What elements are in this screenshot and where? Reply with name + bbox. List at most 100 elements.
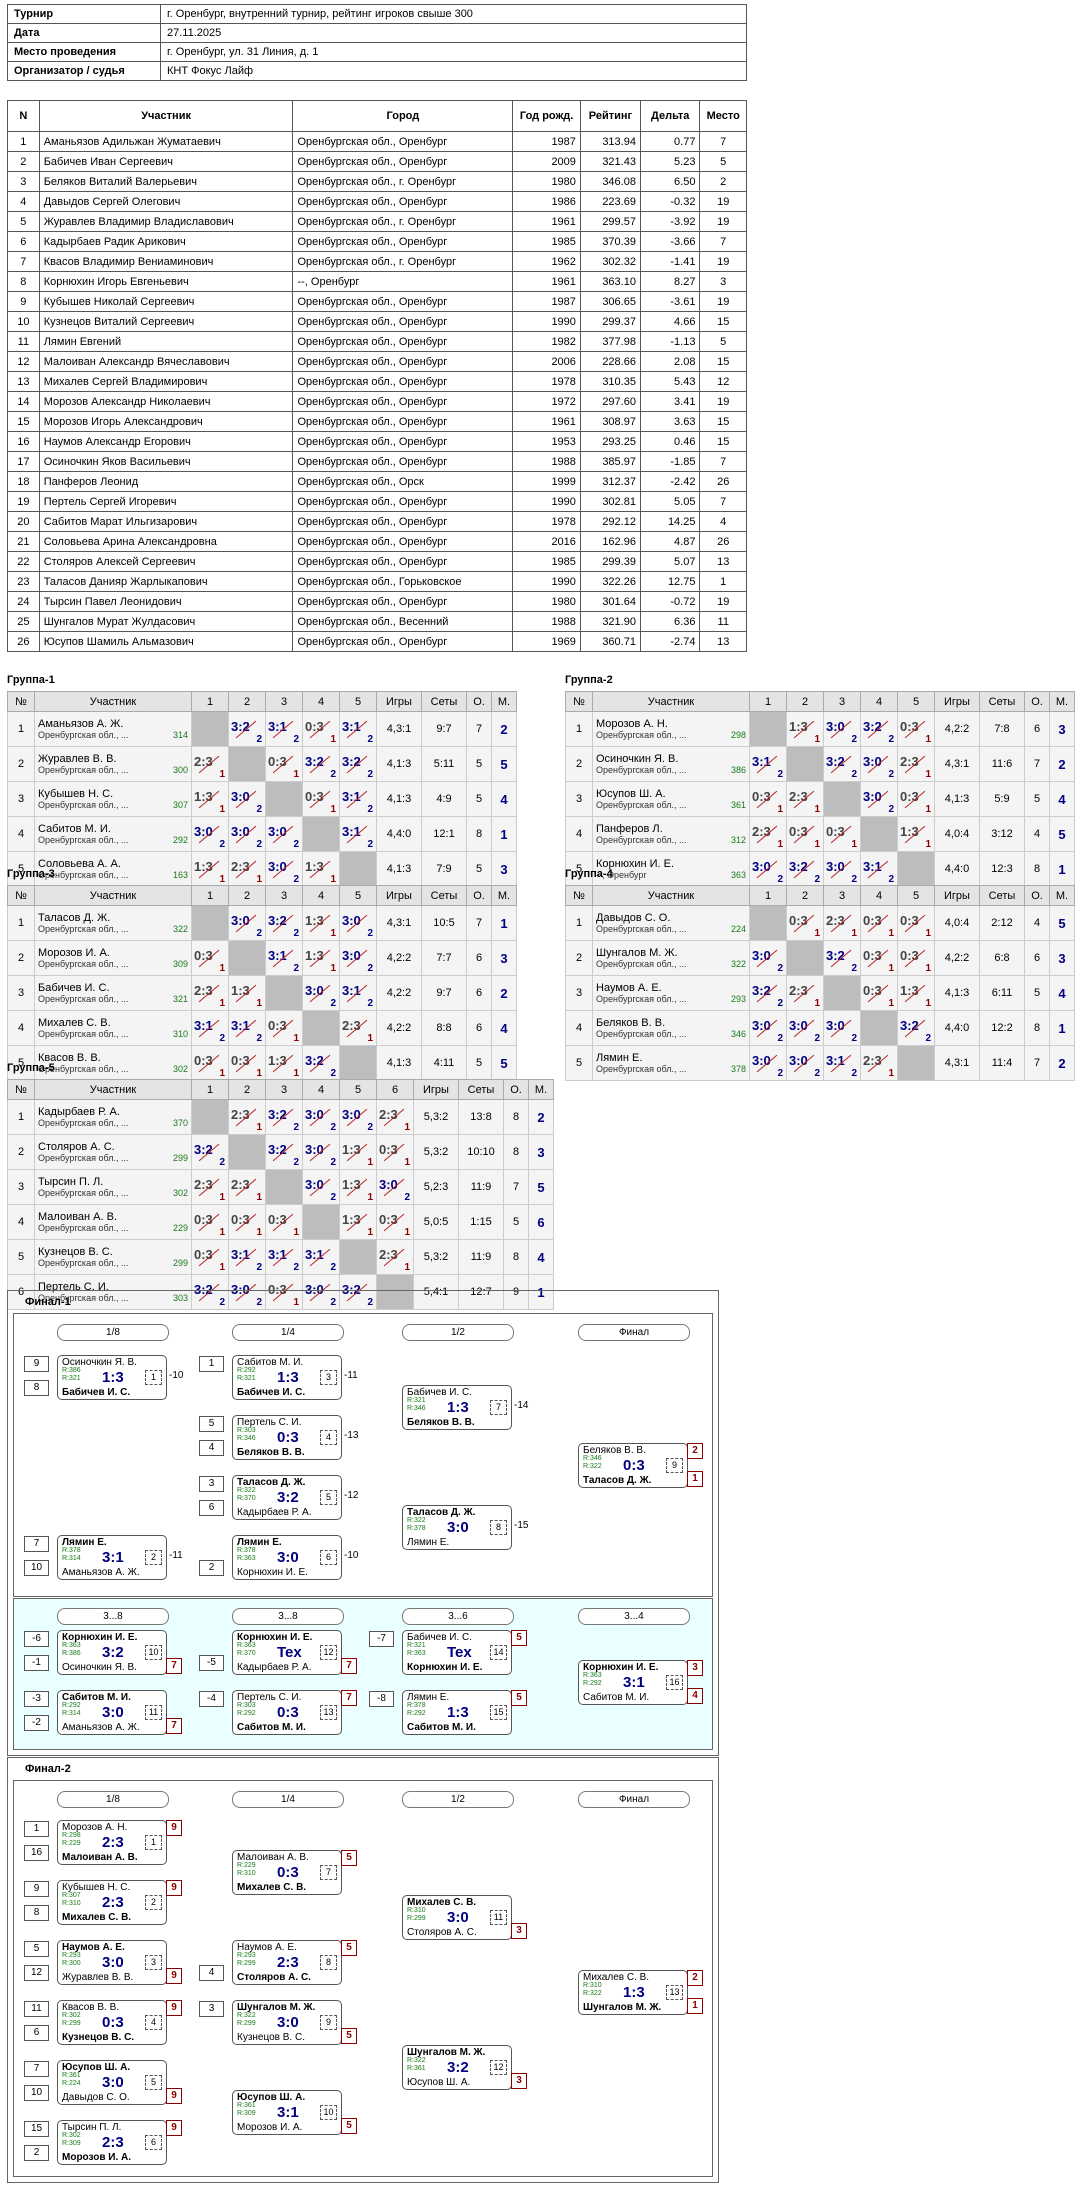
match-cell: 0:3 1 <box>265 746 303 782</box>
rating-2: R:361 <box>407 2065 426 2072</box>
match-result: 3:0 <box>277 1549 299 1566</box>
seed-number: 15 <box>24 2121 49 2137</box>
games: 4,4:0 <box>934 1010 980 1046</box>
match-cell-empty <box>786 940 824 976</box>
group-column-header: № <box>7 1079 35 1100</box>
player-cell: Морозов А. Н. Оренбургская обл., ... 298 <box>592 711 750 747</box>
match-cell: 2:3 1 <box>191 746 229 782</box>
place: 2 <box>491 975 517 1011</box>
match-cell: 3:2 2 <box>786 851 824 887</box>
match-points: 2 <box>256 804 262 815</box>
participant-cell: Оренбургская обл., Оренбург <box>292 591 514 612</box>
player-rating: 321 <box>172 994 188 1004</box>
participant-row: 11 Лямин Евгений Оренбургская обл., Оренбу… <box>7 331 747 352</box>
sets: 9:7 <box>421 711 467 747</box>
match-id: 13 <box>666 1985 683 2000</box>
seed-number: 9 <box>24 1881 49 1897</box>
group-title: Группа-4 <box>565 868 613 880</box>
match-result: 3:0 <box>447 1909 469 1926</box>
player-cell: Тырсин П. Л. Оренбургская обл., ... 302 <box>34 1169 192 1205</box>
match-points: 1 <box>888 963 894 974</box>
participant-cell: Лямин Евгений <box>38 331 294 352</box>
match-cell-empty <box>860 816 898 852</box>
match-points: 1 <box>404 1227 410 1238</box>
final-place: 2 <box>687 1970 703 1986</box>
match-points: 1 <box>219 804 225 815</box>
player-number: 4 <box>7 1204 35 1240</box>
rating-2: R:314 <box>62 1710 81 1717</box>
player-number: 1 <box>565 711 593 747</box>
group-header-row: № Участник 1 2 3 4 5 6 Игры Сеты О. М. <box>7 1079 554 1100</box>
match-box: Осиночкин Я. В. R:386 R:321 Бабичев И. С. 1:… <box>57 1355 167 1400</box>
match-points: 2 <box>256 1297 262 1308</box>
group-row: 4 Беляков В. В. Оренбургская обл., ... 346 3… <box>565 1010 1075 1046</box>
player-rating: 302 <box>172 1188 188 1198</box>
match-result: 0:3 <box>277 1704 299 1721</box>
match-cell: 3:1 2 <box>339 711 377 747</box>
match-player-1: Сабитов М. И. <box>62 1692 131 1703</box>
match-points: 2 <box>851 1068 857 1079</box>
seed-number: 3 <box>199 2001 224 2017</box>
player-number: 1 <box>565 905 593 941</box>
participant-cell: Морозов Игорь Александрович <box>38 411 294 432</box>
player-city: Оренбургская обл., ... 378 <box>596 1064 746 1074</box>
rating-1: R:229 <box>237 1862 256 1869</box>
final-place: 3 <box>687 1660 703 1676</box>
match-player-2: Столяров А. С. <box>407 1927 477 1938</box>
match-box: Кубышев Н. С. R:307 R:310 Михалев С. В. 2:3 2 <box>57 1880 167 1925</box>
match-player-2: Корнюхин И. Е. <box>237 1567 308 1578</box>
participant-cell: Оренбургская обл., Оренбург <box>292 391 514 412</box>
seed-number: -5 <box>199 1655 224 1671</box>
match-cell: 2:3 1 <box>339 1010 377 1046</box>
group-column-header: 5 <box>339 1079 377 1100</box>
match-cell: 3:0 2 <box>191 816 229 852</box>
rating-1: R:346 <box>583 1455 602 1462</box>
rating-2: R:321 <box>237 1375 256 1382</box>
match-cell: 0:3 1 <box>376 1134 414 1170</box>
match-box: Морозов А. Н. R:298 R:229 Малоиван А. В. 2:3… <box>57 1820 167 1865</box>
rating-1: R:361 <box>237 2102 256 2109</box>
player-rating: 309 <box>172 959 188 969</box>
match-points: 2 <box>330 1122 336 1133</box>
group-title: Группа-3 <box>7 868 55 880</box>
match-points: 1 <box>293 769 299 780</box>
match-points: 1 <box>925 804 931 815</box>
seed-number: 6 <box>24 2025 49 2041</box>
group-row: 5 Лямин Е. Оренбургская обл., ... 378 3:0 2 3:… <box>565 1045 1075 1081</box>
match-cell: 0:3 1 <box>228 1045 266 1081</box>
player-name: Шунгалов М. Ж. <box>596 947 678 959</box>
place: 4 <box>491 781 517 817</box>
points: 8 <box>503 1134 529 1170</box>
sets: 6:11 <box>979 975 1025 1011</box>
player-number: 4 <box>7 816 35 852</box>
participant-cell: 5.43 <box>639 371 701 392</box>
match-cell: 1:3 1 <box>339 1204 377 1240</box>
final-place: 3 <box>511 1923 527 1939</box>
round-header: Финал <box>578 1791 690 1808</box>
match-id: 15 <box>490 1705 507 1720</box>
match-box: Таласов Д. Ж. R:322 R:370 Кадырбаев Р. А. 3:… <box>232 1475 342 1520</box>
match-points: 2 <box>888 874 894 885</box>
group-column-header: О. <box>1024 691 1050 712</box>
rating-2: R:310 <box>237 1870 256 1877</box>
place: 2 <box>1049 1045 1075 1081</box>
sets: 5:9 <box>979 781 1025 817</box>
player-number: 2 <box>565 940 593 976</box>
match-box: Лямин Е. R:378 R:292 Сабитов М. И. 1:3 15 <box>402 1690 512 1735</box>
group-column-header: 2 <box>786 885 824 906</box>
group-row: 1 Аманьязов А. Ж. Оренбургская обл., ... 31… <box>7 711 517 747</box>
participant-cell: Кубышев Николай Сергеевич <box>38 291 294 312</box>
participant-cell: 346.08 <box>579 171 641 192</box>
rating-1: R:363 <box>583 1672 602 1679</box>
match-cell: 3:0 2 <box>749 1010 787 1046</box>
participant-cell: 0.46 <box>639 431 701 452</box>
match-id: 6 <box>320 1550 337 1565</box>
player-number: 3 <box>7 781 35 817</box>
rating-2: R:299 <box>237 2020 256 2027</box>
participant-cell: 360.71 <box>579 631 641 652</box>
match-box: Юсупов Ш. А. R:361 R:309 Морозов И. А. 3:1 10 <box>232 2090 342 2135</box>
group-column-header: 2 <box>228 885 266 906</box>
seed-number: 7 <box>24 1536 49 1552</box>
match-points: 2 <box>330 998 336 1009</box>
group-row: 3 Кубышев Н. С. Оренбургская обл., ... 307 1… <box>7 781 517 817</box>
